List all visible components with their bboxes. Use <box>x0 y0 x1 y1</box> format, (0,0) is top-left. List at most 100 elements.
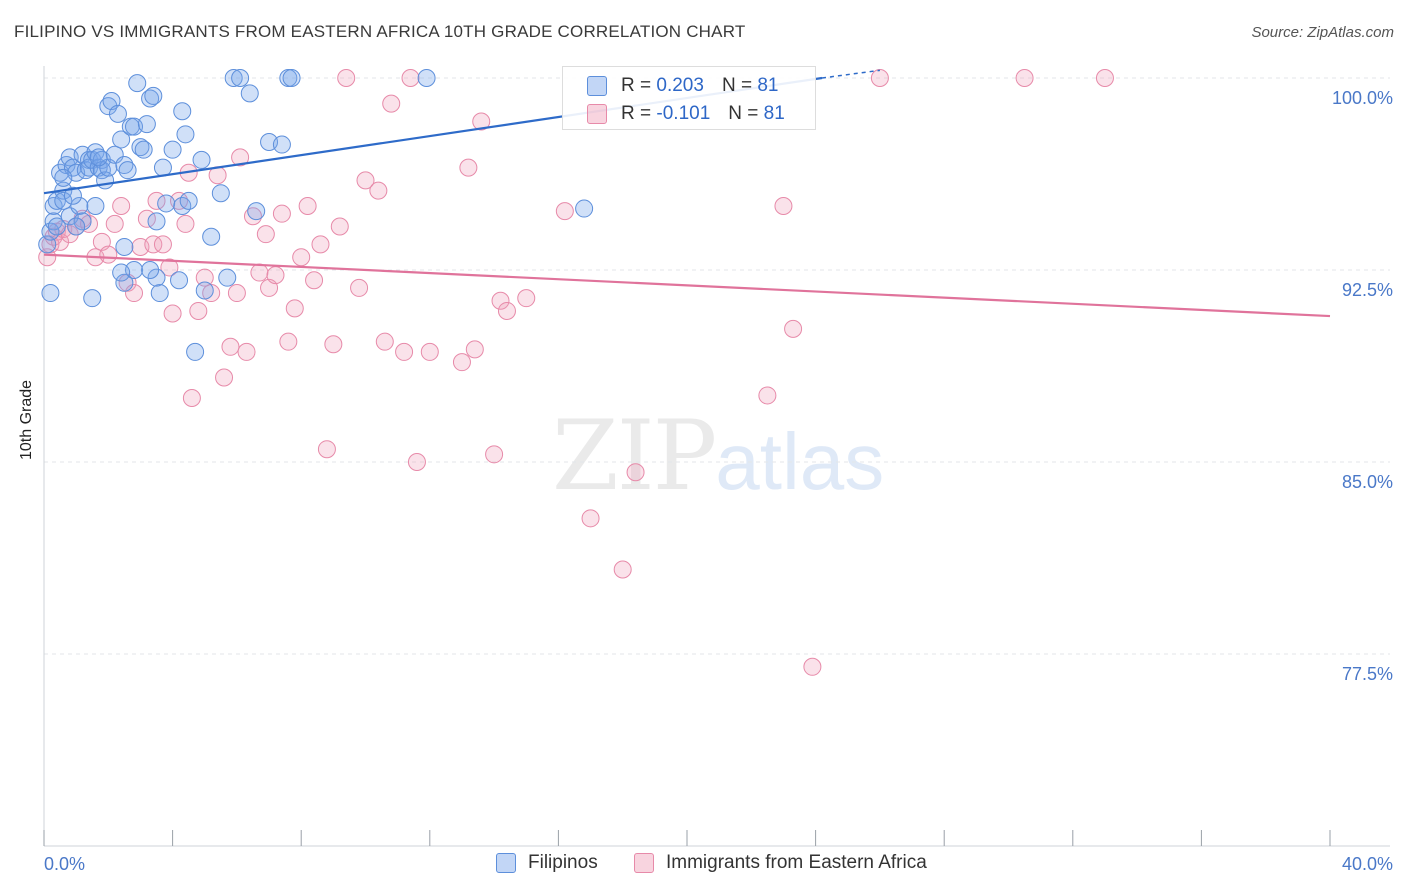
data-point-eastern-africa <box>298 197 317 215</box>
data-point-filipinos <box>202 227 221 246</box>
data-point-eastern-africa <box>420 342 439 361</box>
legend-item-eastern-africa[interactable]: Immigrants from Eastern Africa <box>634 852 927 874</box>
watermark-zip: ZIP <box>552 400 717 512</box>
legend-label-eastern-africa: Immigrants from Eastern Africa <box>666 852 927 873</box>
data-point-eastern-africa <box>311 235 330 254</box>
data-point-filipinos <box>86 197 105 215</box>
data-point-eastern-africa <box>491 291 510 310</box>
data-point-eastern-africa <box>626 463 645 482</box>
tick-labels: 77.5% 85.0% 92.5% 100.0% 0.0% 40.0% <box>44 88 1393 874</box>
y-tick-label: 100.0% <box>1332 88 1393 108</box>
data-point-filipinos <box>141 89 160 108</box>
data-point-eastern-africa <box>401 69 420 87</box>
data-point-eastern-africa <box>774 197 793 215</box>
data-point-eastern-africa <box>243 207 262 226</box>
y-tick-label: 85.0% <box>1342 472 1393 492</box>
data-point-filipinos <box>89 148 108 167</box>
data-point-eastern-africa <box>292 248 311 267</box>
data-point-eastern-africa <box>176 214 195 233</box>
data-point-filipinos <box>47 217 66 236</box>
data-point-eastern-africa <box>1095 69 1114 87</box>
data-point-filipinos <box>173 102 192 121</box>
legend-item-filipinos[interactable]: Filipinos <box>496 852 598 874</box>
data-point-eastern-africa <box>153 235 172 254</box>
data-point-filipinos <box>195 281 214 300</box>
data-point-eastern-africa <box>144 235 163 254</box>
data-point-filipinos <box>112 263 131 282</box>
data-point-eastern-africa <box>227 284 246 303</box>
data-point-eastern-africa <box>250 263 269 282</box>
data-point-filipinos <box>179 191 198 210</box>
data-point-eastern-africa <box>581 509 600 528</box>
data-point-filipinos <box>176 125 195 144</box>
data-point-filipinos <box>67 217 86 236</box>
data-point-eastern-africa <box>256 225 275 244</box>
data-point-eastern-africa <box>452 353 471 372</box>
data-point-eastern-africa <box>459 158 478 177</box>
data-point-eastern-africa <box>231 148 250 167</box>
data-point-filipinos <box>417 69 436 87</box>
n-label: N = <box>728 103 759 124</box>
data-point-eastern-africa <box>182 389 201 407</box>
data-point-eastern-africa <box>237 342 256 361</box>
data-point-eastern-africa <box>285 299 304 318</box>
data-point-eastern-africa <box>305 271 324 290</box>
r-label: R = <box>621 103 652 124</box>
data-point-eastern-africa <box>555 202 574 221</box>
data-point-filipinos <box>131 138 150 157</box>
data-point-filipinos <box>144 86 163 105</box>
data-point-filipinos <box>153 158 172 177</box>
data-point-filipinos <box>115 273 134 292</box>
data-point-filipinos <box>186 342 205 361</box>
y-tick-label: 92.5% <box>1342 280 1393 300</box>
data-point-filipinos <box>170 271 189 290</box>
data-point-eastern-africa <box>395 342 414 361</box>
legend-row-filipinos: R = 0.203 N = 81 <box>587 73 778 99</box>
data-point-eastern-africa <box>163 304 182 323</box>
x-tick-label: 40.0% <box>1342 854 1393 874</box>
data-point-eastern-africa <box>350 278 369 297</box>
source-label: Source: ZipAtlas.com <box>1251 24 1394 41</box>
correlation-legend: R = 0.203 N = 81 R = -0.101 N = 81 <box>562 66 816 130</box>
chart-title: FILIPINO VS IMMIGRANTS FROM EASTERN AFRI… <box>14 22 746 41</box>
data-point-filipinos <box>240 84 259 103</box>
data-point-filipinos <box>147 268 166 287</box>
legend-label-filipinos: Filipinos <box>528 852 598 873</box>
data-point-filipinos <box>134 140 153 159</box>
blue-swatch <box>587 76 607 96</box>
data-point-filipinos <box>157 194 176 213</box>
blue-swatch <box>496 853 516 873</box>
trend-line-filipinos-extension <box>821 69 880 79</box>
data-point-eastern-africa <box>337 69 356 87</box>
x-tick-label: 0.0% <box>44 854 85 874</box>
data-point-eastern-africa <box>1015 69 1034 87</box>
data-point-eastern-africa <box>784 319 803 338</box>
axes <box>43 66 1390 847</box>
data-point-eastern-africa <box>613 560 632 579</box>
data-point-eastern-africa <box>382 94 401 113</box>
data-point-filipinos <box>128 74 147 93</box>
data-point-eastern-africa <box>375 332 394 351</box>
data-point-filipinos <box>70 197 89 215</box>
watermark: ZIPatlas <box>552 400 884 512</box>
y-tick-label: 77.5% <box>1342 664 1393 684</box>
pink-swatch <box>634 853 654 873</box>
data-point-eastern-africa <box>472 112 491 131</box>
data-point-filipinos <box>192 150 211 169</box>
data-point-eastern-africa <box>215 368 234 387</box>
data-point-eastern-africa <box>112 197 131 215</box>
data-point-eastern-africa <box>99 245 118 264</box>
legend-row-eastern-africa: R = -0.101 N = 81 <box>587 101 785 127</box>
data-point-filipinos <box>282 69 301 87</box>
data-point-eastern-africa <box>272 204 291 223</box>
series-filipinos <box>38 69 594 361</box>
series-immigrants-eastern-africa <box>38 69 1114 676</box>
data-point-eastern-africa <box>870 69 889 87</box>
data-point-filipinos <box>141 261 160 279</box>
data-point-eastern-africa <box>279 332 298 351</box>
data-point-filipinos <box>86 143 105 162</box>
data-point-filipinos <box>41 284 60 303</box>
data-point-eastern-africa <box>266 266 285 285</box>
data-point-filipinos <box>224 69 243 87</box>
